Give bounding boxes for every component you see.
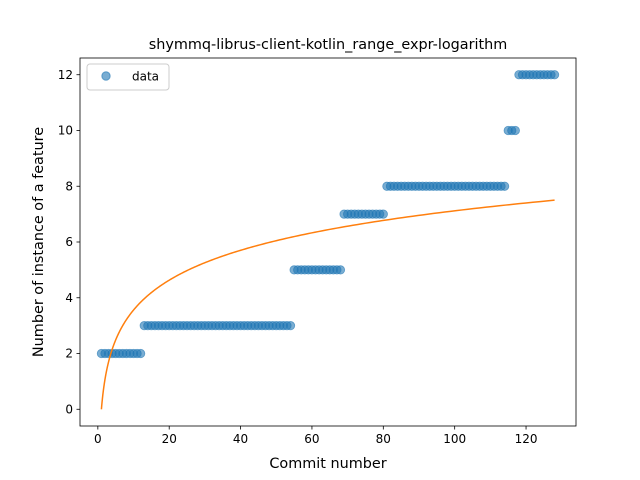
data-point bbox=[500, 181, 510, 191]
x-axis-label: Commit number bbox=[269, 456, 386, 472]
chart-title: shymmq-librus-client-kotlin_range_expr-l… bbox=[149, 37, 508, 53]
x-axis-ticks: 0 20 40 60 80 100 120 bbox=[94, 426, 537, 446]
fit-line bbox=[100, 199, 555, 410]
legend-box bbox=[86, 63, 170, 91]
legend-marker bbox=[101, 71, 111, 81]
y-axis-ticks: 0 2 4 6 8 10 12 bbox=[58, 68, 80, 416]
y-tick-label: 12 bbox=[58, 68, 73, 82]
data-point bbox=[285, 321, 296, 331]
data-point bbox=[510, 125, 520, 136]
data-point bbox=[335, 265, 346, 275]
x-tick-label: 40 bbox=[233, 432, 248, 446]
data-point bbox=[549, 70, 560, 80]
y-tick-label: 8 bbox=[65, 179, 73, 193]
data-point bbox=[136, 348, 146, 359]
plot-area bbox=[79, 57, 577, 427]
legend: data bbox=[86, 63, 170, 91]
x-tick-label: 120 bbox=[515, 432, 538, 446]
x-tick-label: 20 bbox=[162, 432, 177, 446]
data-point bbox=[378, 209, 388, 219]
y-tick-label: 6 bbox=[65, 235, 73, 249]
y-tick-label: 4 bbox=[65, 291, 73, 305]
x-tick-label: 60 bbox=[304, 432, 319, 446]
y-tick-label: 0 bbox=[65, 402, 73, 416]
y-tick-label: 2 bbox=[65, 347, 73, 361]
x-tick-label: 0 bbox=[94, 432, 102, 446]
x-tick-label: 80 bbox=[376, 432, 391, 446]
data-markers bbox=[96, 70, 560, 359]
x-tick-label: 100 bbox=[443, 432, 466, 446]
y-tick-label: 10 bbox=[58, 124, 73, 138]
legend-label: data bbox=[132, 70, 159, 84]
y-axis-label: Number of instance of a feature bbox=[31, 127, 47, 357]
